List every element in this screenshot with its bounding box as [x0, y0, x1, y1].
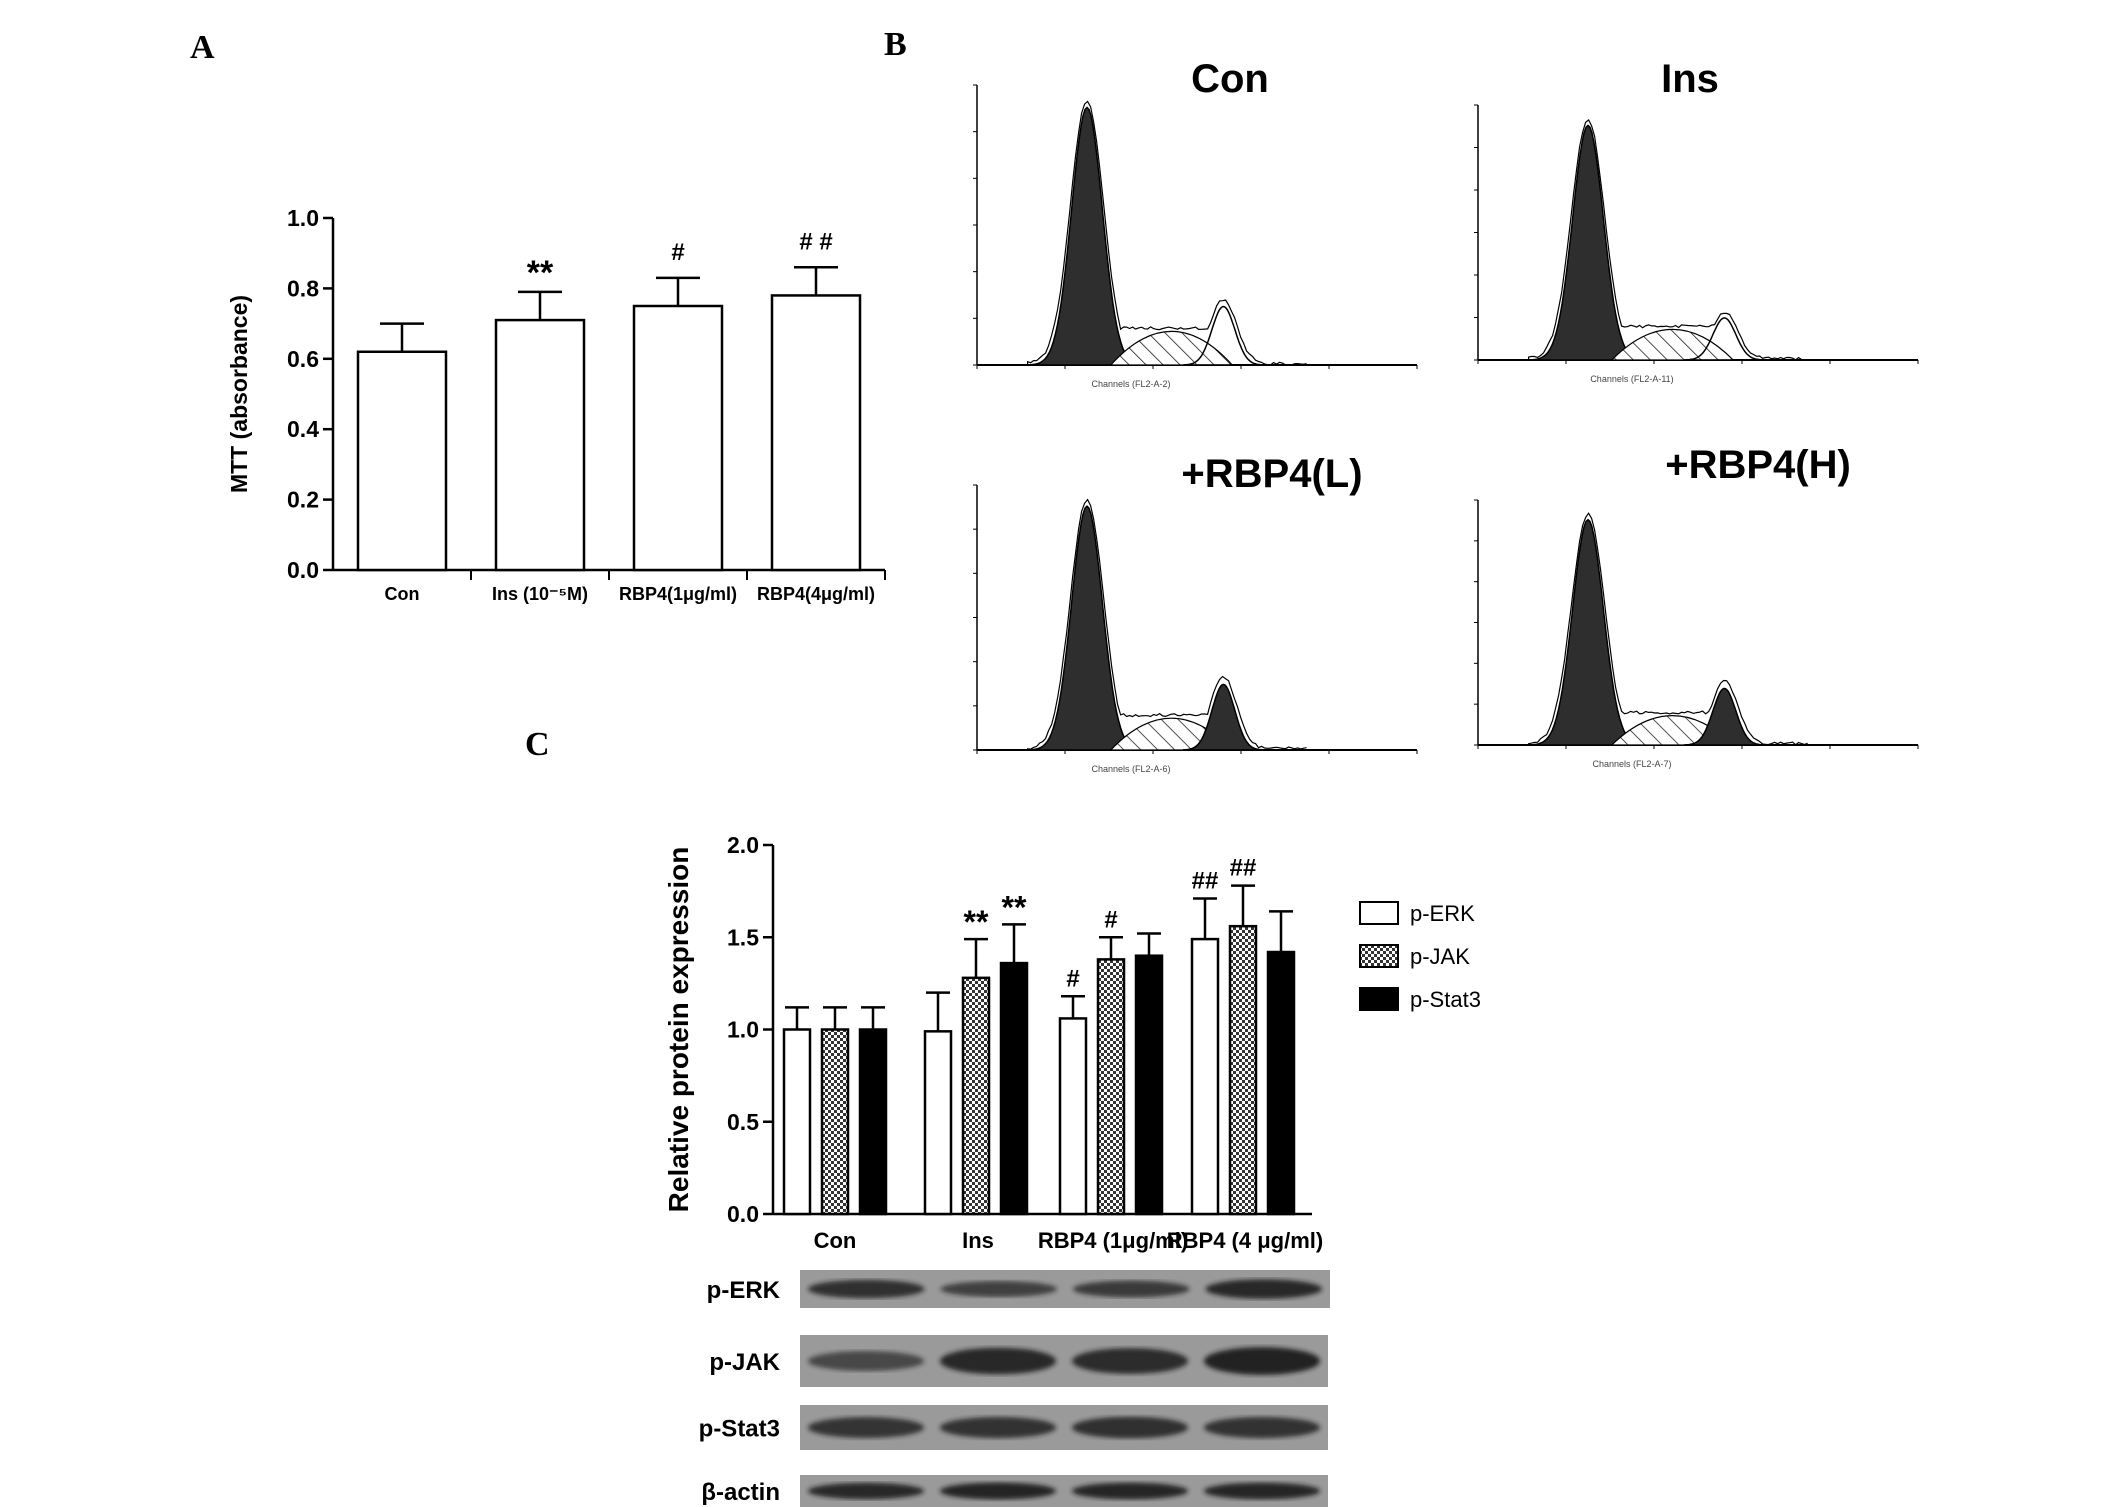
x-tick-label: RBP4(4μg/ml)	[757, 584, 875, 604]
panel-letter-c: C	[525, 726, 550, 763]
bar	[358, 352, 446, 570]
x-tick-label: Con	[385, 584, 420, 604]
x-tick-label: RBP4 (1μg/ml)	[1038, 1228, 1188, 1253]
bar-p-jak	[822, 1030, 848, 1215]
flow-x-label: Channels (FL2-A-7)	[1592, 759, 1671, 769]
blot-band	[1204, 1417, 1320, 1438]
bar	[496, 320, 584, 570]
y-tick-label: 1.5	[727, 924, 759, 950]
blot-band	[940, 1483, 1056, 1500]
x-tick-label: Ins	[962, 1228, 994, 1253]
flow-x-label: Channels (FL2-A-11)	[1590, 374, 1673, 384]
blot-band	[1204, 1347, 1320, 1375]
g1-peak	[1529, 125, 1648, 360]
bar-p-erk	[784, 1030, 810, 1215]
g1-peak	[1028, 107, 1147, 365]
blot-band	[1072, 1483, 1188, 1500]
blot-band	[1073, 1281, 1190, 1298]
legend-swatch	[1360, 902, 1398, 924]
y-tick-label: 0.6	[287, 346, 319, 372]
x-tick-label: Ins (10⁻⁵M)	[492, 584, 588, 604]
y-tick-label: 0.5	[727, 1109, 759, 1135]
panel-letter-a: A	[190, 29, 215, 66]
blot-band	[808, 1483, 924, 1499]
y-tick-label: 0.8	[287, 275, 319, 301]
blot-label: p-ERK	[707, 1277, 781, 1304]
y-axis-label: MTT (absorbance)	[226, 295, 252, 493]
flow-title: +RBP4(H)	[1665, 443, 1851, 487]
blot-band	[808, 1351, 924, 1371]
flow-x-label: Channels (FL2-A-6)	[1091, 764, 1170, 774]
flow-panels: Con Channels (FL2-A-2) Ins Channels (FL2-A-…	[973, 57, 1918, 774]
bar-p-stat3	[1001, 963, 1027, 1214]
blot-band	[1204, 1483, 1320, 1500]
significance-mark: ##	[1192, 868, 1219, 895]
y-axis-label: Relative protein expression	[663, 847, 694, 1213]
bar-p-erk	[925, 1031, 951, 1214]
legend-c: p-ERK p-JAK p-Stat3	[1360, 901, 1481, 1012]
flow-title: Con	[1191, 57, 1269, 101]
y-tick-label: 2.0	[727, 832, 759, 858]
flow-title: Ins	[1661, 57, 1719, 101]
blot-label: p-Stat3	[699, 1416, 780, 1443]
significance-mark: #	[671, 239, 684, 266]
bar-p-jak	[1098, 959, 1124, 1214]
blot-band	[1072, 1417, 1188, 1439]
flow-title: +RBP4(L)	[1181, 452, 1362, 496]
western-blots: p-ERK p-JAK p-Stat3 β-actin	[699, 1270, 1330, 1507]
blot-label: β-actin	[701, 1479, 780, 1506]
significance-mark: **	[1002, 889, 1027, 925]
g1-peak	[1028, 506, 1147, 750]
blot-band	[940, 1281, 1057, 1297]
chart-a: 0.0 0.2 0.4 0.6 0.8 1.0 MTT (absorbance) Con ** I…	[226, 205, 885, 604]
legend-label: p-JAK	[1410, 944, 1470, 969]
x-tick-label: RBP4(1μg/ml)	[619, 584, 737, 604]
bar-p-stat3	[1268, 952, 1294, 1214]
y-tick-label: 0.2	[287, 487, 319, 513]
bar-p-stat3	[1136, 956, 1162, 1214]
legend-label: p-Stat3	[1410, 987, 1481, 1012]
bar-p-erk	[1192, 939, 1218, 1214]
bar-p-stat3	[860, 1030, 886, 1215]
s-phase-region	[1612, 329, 1733, 360]
blot-band	[940, 1348, 1056, 1375]
bar-p-erk	[1060, 1018, 1086, 1214]
blot-band	[940, 1417, 1056, 1438]
panel-letter-b: B	[884, 26, 907, 63]
y-tick-label: 0.0	[287, 557, 319, 583]
bar-p-jak	[963, 978, 989, 1214]
legend-swatch	[1360, 945, 1398, 967]
significance-mark: #	[1104, 906, 1117, 933]
blot-label: p-JAK	[709, 1349, 780, 1376]
chart-c: 0.0 0.5 1.0 1.5 2.0 Relative protein expressi…	[663, 832, 1323, 1253]
blot-band	[808, 1417, 924, 1438]
significance-mark: # #	[799, 228, 832, 255]
flow-x-label: Channels (FL2-A-2)	[1091, 379, 1170, 389]
legend-swatch	[1360, 988, 1398, 1010]
g1-peak	[1529, 520, 1648, 745]
bar	[634, 306, 722, 570]
significance-mark: **	[964, 904, 989, 940]
significance-mark: #	[1066, 965, 1079, 992]
blot-band	[808, 1280, 925, 1298]
blot-band	[1205, 1279, 1322, 1298]
y-tick-label: 0.0	[727, 1201, 759, 1227]
bar-p-jak	[1230, 926, 1256, 1214]
y-tick-label: 1.0	[727, 1017, 759, 1043]
x-tick-label: Con	[814, 1228, 857, 1253]
bar	[772, 295, 860, 570]
significance-mark: ##	[1230, 855, 1257, 882]
legend-label: p-ERK	[1410, 901, 1475, 926]
s-phase-region	[1111, 331, 1232, 365]
significance-mark: **	[527, 254, 554, 292]
x-tick-label: RBP4 (4 μg/ml)	[1167, 1228, 1323, 1253]
blot-band	[1072, 1348, 1188, 1374]
y-tick-label: 1.0	[287, 205, 319, 231]
y-tick-label: 0.4	[287, 416, 319, 442]
